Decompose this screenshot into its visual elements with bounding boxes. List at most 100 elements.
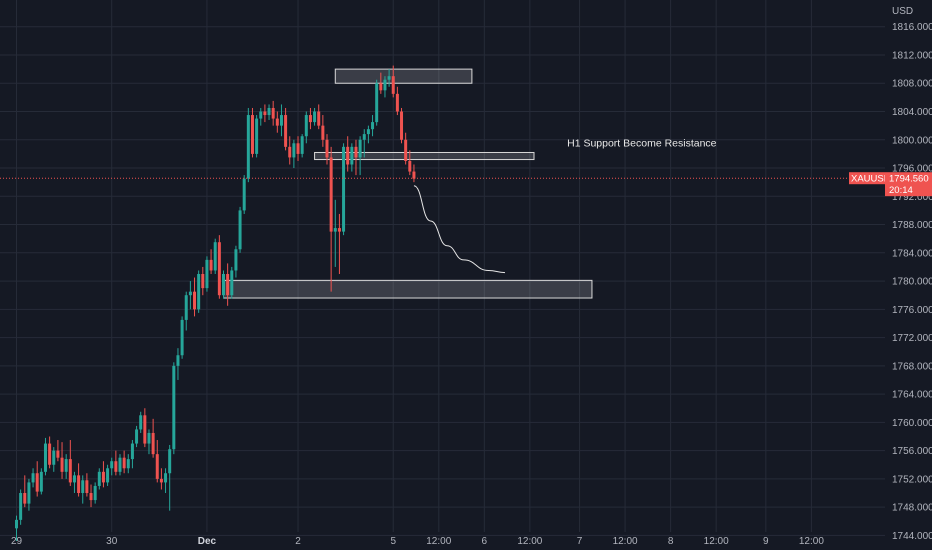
candle-body	[412, 171, 416, 179]
candle-body	[362, 134, 366, 140]
time-tick-label: 12:00	[517, 536, 542, 547]
symbol-badge-text: XAUUSD	[851, 174, 891, 185]
candle-body	[358, 139, 362, 158]
time-tick-label: 7	[577, 536, 583, 547]
time-tick-label: 9	[763, 536, 769, 547]
candle-body	[23, 493, 27, 504]
price-axis-panel	[885, 0, 932, 550]
candle-body	[151, 432, 155, 455]
candle-body	[101, 471, 105, 483]
candle-body	[64, 459, 68, 472]
candle-body	[81, 480, 85, 494]
zones-layer	[223, 68, 593, 299]
candle-body	[300, 136, 304, 154]
candle-body	[110, 461, 114, 469]
candle-body	[39, 471, 43, 492]
candle-body	[337, 228, 341, 232]
currency-label: USD	[892, 6, 913, 17]
price-tick-label: 1768.000	[892, 361, 932, 372]
candle-body	[139, 415, 143, 430]
candle-body	[43, 443, 47, 472]
candle-body	[400, 111, 404, 140]
candle-body	[387, 76, 391, 80]
time-tick-label: 12:00	[613, 536, 638, 547]
candle-body	[350, 146, 354, 165]
candle-body	[35, 473, 39, 492]
time-axis-ticks: 29 30 Dec 2 5 12:00 6 12:00 7 12:00 8 12:00 9 12:00	[11, 536, 824, 547]
candle-body	[143, 415, 147, 444]
candle-body	[126, 459, 130, 469]
price-tick-label: 1756.000	[892, 446, 932, 457]
candles-layer	[15, 65, 416, 542]
candle-body	[172, 365, 176, 450]
candle-body	[366, 129, 370, 135]
candle-body	[205, 259, 209, 289]
time-tick-label: 8	[668, 536, 674, 547]
projection-curve	[413, 185, 506, 274]
sr-zone	[334, 68, 473, 84]
candle-body	[106, 468, 110, 483]
candle-body	[77, 475, 81, 494]
price-tick-label: 1772.000	[892, 333, 932, 344]
candle-body	[308, 115, 312, 123]
price-tick-label: 1748.000	[892, 503, 932, 514]
last-price-text: 1794.560	[889, 174, 929, 185]
price-tick-label: 1808.000	[892, 79, 932, 90]
price-tick-label: 1796.000	[892, 164, 932, 175]
candle-body	[255, 118, 259, 154]
price-tick-label: 1812.000	[892, 50, 932, 61]
candle-body	[56, 450, 60, 458]
sr-zone	[314, 151, 535, 161]
candle-body	[238, 210, 242, 250]
candle-body	[27, 482, 31, 504]
candle-body	[180, 319, 184, 356]
candle-body	[193, 291, 197, 310]
candle-body	[317, 111, 321, 126]
price-tick-label: 1760.000	[892, 418, 932, 429]
candle-body	[122, 457, 126, 469]
candle-body	[97, 471, 101, 486]
time-tick-label: 12:00	[704, 536, 729, 547]
candle-body	[329, 157, 333, 232]
price-badge	[885, 172, 932, 197]
price-tick-label: 1788.000	[892, 220, 932, 231]
candle-body	[226, 274, 230, 296]
time-tick-label: Dec	[198, 536, 217, 547]
candle-body	[168, 449, 172, 474]
candle-body	[313, 111, 317, 123]
candle-body	[31, 473, 35, 483]
candle-body	[230, 270, 234, 296]
candle-body	[217, 242, 221, 296]
candle-body	[118, 457, 122, 472]
zone-annotation: H1 Support Become Resistance	[567, 137, 717, 149]
time-tick-label: 12:00	[799, 536, 824, 547]
candle-body	[404, 139, 408, 161]
candle-body	[234, 249, 238, 271]
candle-body	[408, 160, 412, 172]
time-tick-label: 29	[11, 536, 23, 547]
time-tick-label: 5	[390, 536, 396, 547]
candle-body	[147, 432, 151, 444]
candle-body	[375, 83, 379, 123]
candle-body	[19, 493, 23, 520]
candle-body	[296, 143, 300, 154]
candle-body	[246, 115, 250, 179]
candle-body	[395, 93, 399, 112]
candle-body	[85, 480, 89, 494]
candle-body	[184, 295, 188, 320]
candle-body	[279, 115, 283, 126]
countdown-text: 20:14	[889, 185, 913, 196]
time-tick-label: 30	[106, 536, 118, 547]
candle-body	[383, 79, 387, 91]
candle-body	[68, 459, 72, 483]
candle-body	[89, 493, 93, 501]
candle-body	[342, 146, 346, 232]
candle-body	[93, 485, 97, 501]
candle-body	[201, 274, 205, 289]
candle-body	[222, 274, 225, 296]
candle-body	[209, 259, 213, 271]
candle-body	[114, 461, 118, 472]
candle-body	[263, 111, 267, 116]
